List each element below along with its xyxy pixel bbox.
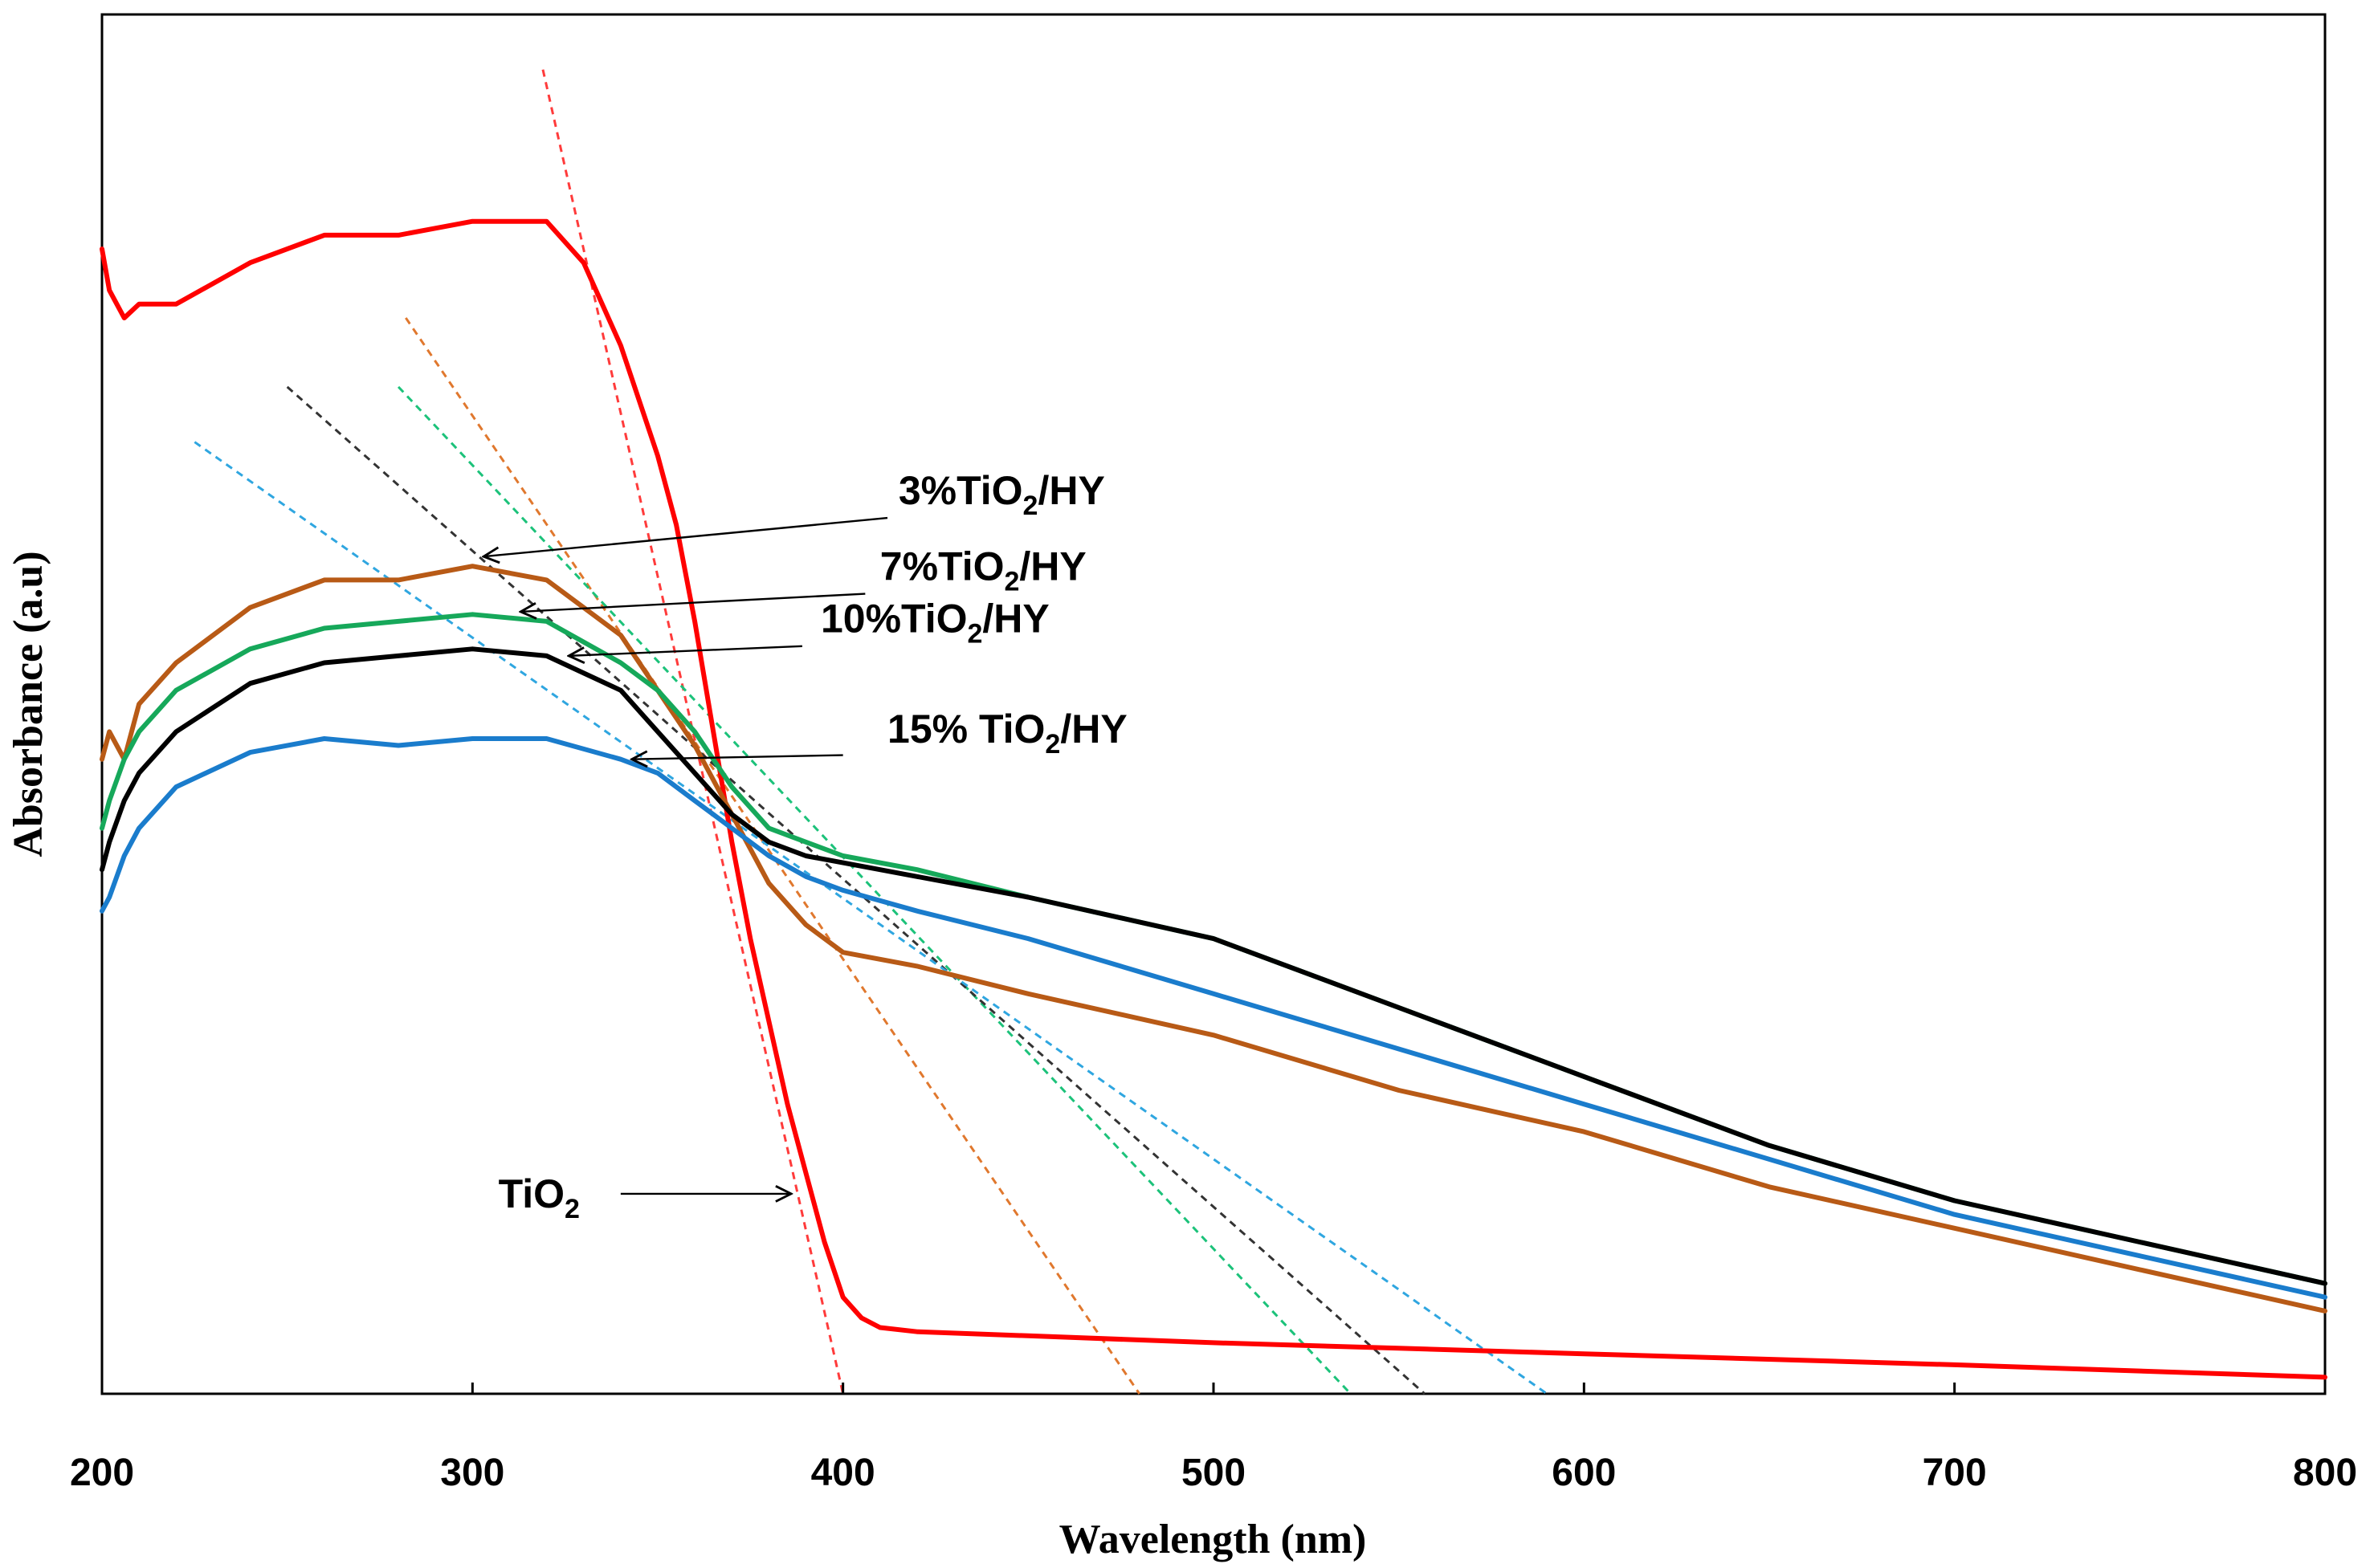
y-axis-title: Absorbance (a.u) (6, 551, 51, 857)
x-tick-label: 700 (1923, 1452, 1987, 1494)
series-line-15pct-tio2-hy (100, 736, 2327, 1300)
series-line-tio2 (100, 218, 2327, 1380)
data-series (100, 218, 2327, 1380)
annotation-arrow-ann3 (483, 516, 888, 556)
x-tick-label: 300 (440, 1452, 504, 1494)
annotation-label-ann10: 10%TiO2/HY (821, 597, 1050, 650)
x-axis-title: Wavelength (nm) (1059, 1517, 1367, 1562)
x-tick-label: 600 (1552, 1452, 1616, 1494)
tangent-line-10pcttio2-hy-tangent (286, 385, 1426, 1395)
annotation-arrow-ann10 (569, 645, 802, 656)
annotation-label-ann7: 7%TiO2/HY (880, 544, 1087, 597)
annotation-label-annTiO2: TiO2 (499, 1171, 580, 1224)
annotation-arrow-ann7 (520, 593, 866, 612)
x-axis-ticks: 200 300 400 500 600 700 800 (70, 1383, 2357, 1494)
annotation-label-ann3: 3%TiO2/HY (899, 468, 1105, 521)
x-tick-label: 400 (811, 1452, 875, 1494)
annotation-arrow-ann15 (632, 755, 843, 760)
annotation-label-ann15: 15% TiO2/HY (887, 707, 1128, 760)
x-tick-label: 500 (1181, 1452, 1246, 1494)
x-tick-label: 200 (70, 1452, 134, 1494)
plot-area (100, 13, 2327, 1395)
tangent-line-3pcttio2-hy-tangent (405, 317, 1140, 1395)
tangent-lines (194, 69, 1548, 1395)
x-tick-label: 800 (2293, 1452, 2357, 1494)
series-line-3pcttio2-hy (100, 564, 2327, 1313)
series-line-10pcttio2-hy (100, 646, 2327, 1286)
tangent-line-15pct-tio2-hy-tangent (194, 441, 1548, 1395)
tangent-line-tio2-tangent (541, 69, 845, 1395)
